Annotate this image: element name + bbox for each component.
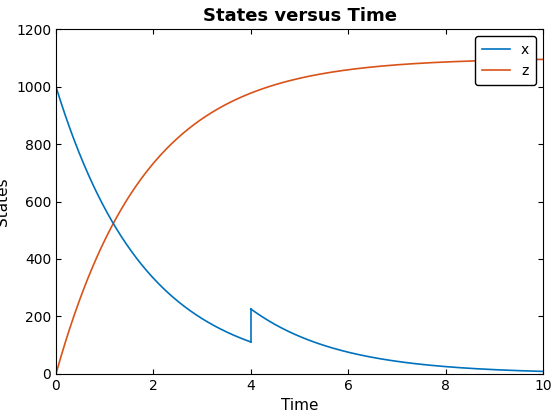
z xyxy=(220,104,226,109)
x xyxy=(248,339,254,344)
x xyxy=(63,115,69,120)
z xyxy=(493,58,500,63)
Line: x: x xyxy=(56,87,251,342)
x xyxy=(206,320,213,326)
z xyxy=(216,105,223,110)
x xyxy=(147,273,154,278)
Y-axis label: States: States xyxy=(0,177,11,226)
x xyxy=(242,337,249,342)
z xyxy=(238,94,245,100)
z xyxy=(522,57,529,62)
x xyxy=(242,337,249,342)
Legend: x, z: x, z xyxy=(475,37,536,85)
z xyxy=(53,371,59,376)
x xyxy=(142,267,149,272)
Title: States versus Time: States versus Time xyxy=(203,7,396,25)
x xyxy=(53,84,59,89)
Line: z: z xyxy=(56,59,543,374)
z xyxy=(540,57,547,62)
X-axis label: Time: Time xyxy=(281,398,318,413)
z xyxy=(380,63,386,68)
